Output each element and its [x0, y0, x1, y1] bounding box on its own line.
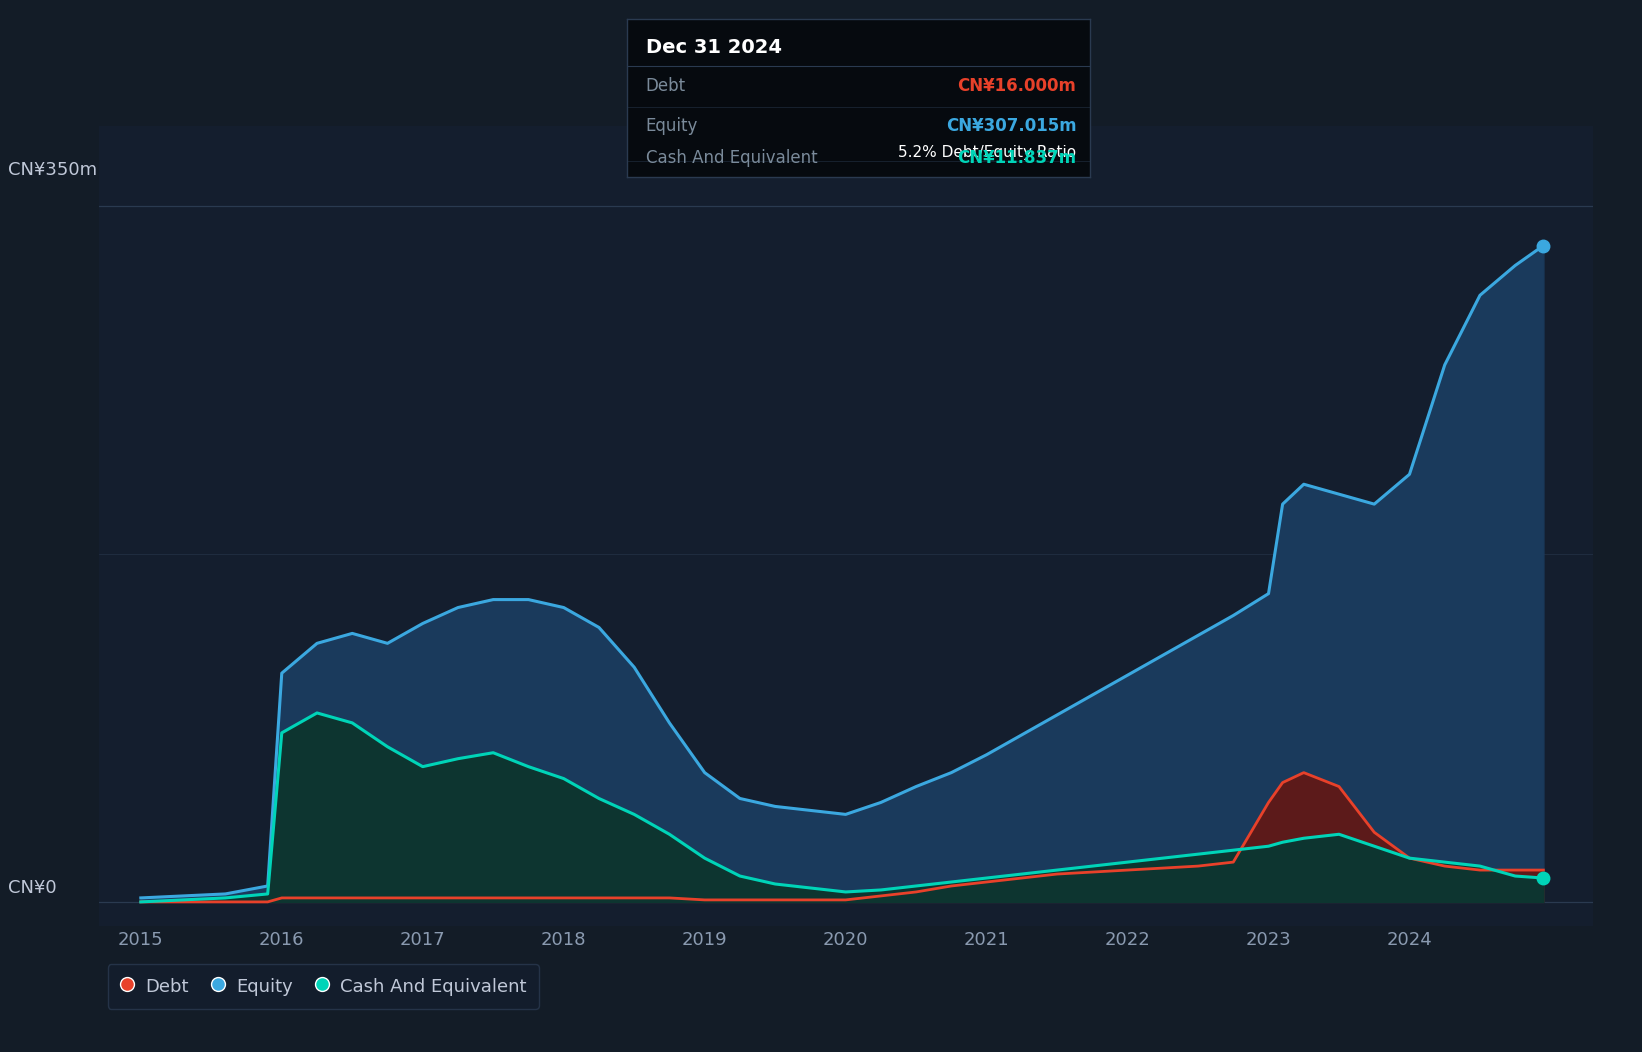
Text: 5.2% Debt/Equity Ratio: 5.2% Debt/Equity Ratio — [898, 145, 1077, 160]
Text: Dec 31 2024: Dec 31 2024 — [645, 38, 782, 57]
Text: Equity: Equity — [645, 117, 698, 135]
Text: CN¥0: CN¥0 — [8, 878, 57, 896]
Text: CN¥350m: CN¥350m — [8, 162, 97, 180]
Text: Debt: Debt — [645, 77, 686, 96]
Text: CN¥11.837m: CN¥11.837m — [957, 149, 1077, 167]
Text: CN¥307.015m: CN¥307.015m — [946, 117, 1077, 135]
Text: Cash And Equivalent: Cash And Equivalent — [645, 149, 818, 167]
Text: CN¥16.000m: CN¥16.000m — [957, 77, 1077, 96]
Legend: Debt, Equity, Cash And Equivalent: Debt, Equity, Cash And Equivalent — [107, 964, 539, 1009]
